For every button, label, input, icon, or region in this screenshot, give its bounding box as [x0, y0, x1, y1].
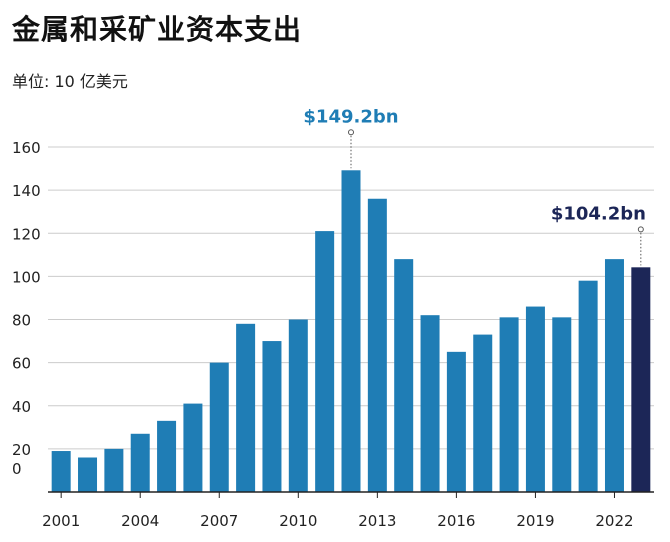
bar — [236, 323, 256, 492]
bar — [78, 457, 98, 492]
bar — [499, 317, 519, 492]
y-tick-label: 140 — [12, 182, 41, 200]
annotation-label: $149.2bn — [303, 106, 398, 127]
annotation-dot — [348, 129, 354, 136]
y-tick-label: 120 — [12, 225, 41, 243]
y-tick-label: 40 — [12, 398, 31, 416]
x-tick-label: 2016 — [437, 512, 475, 530]
x-tick-label: 2013 — [358, 512, 396, 530]
y-tick-label: 160 — [12, 139, 41, 157]
bar — [262, 341, 282, 492]
bar — [367, 198, 387, 492]
bar — [104, 448, 124, 492]
x-tick-label: 2004 — [121, 512, 159, 530]
y-tick-label: 60 — [12, 355, 31, 373]
bar — [341, 170, 361, 492]
bar — [473, 334, 493, 492]
x-tick-label: 2010 — [279, 512, 317, 530]
bar — [394, 259, 414, 492]
y-tick-label: 20 — [12, 441, 31, 459]
bar — [420, 315, 440, 492]
bar — [183, 403, 203, 492]
bar — [315, 231, 335, 492]
bar — [157, 420, 177, 492]
bar — [130, 433, 150, 492]
bar — [578, 280, 598, 492]
y-tick-label: 0 — [12, 460, 22, 478]
annotation-label: $104.2bn — [551, 203, 646, 224]
bar — [604, 259, 624, 492]
bar — [525, 306, 545, 492]
bar — [209, 362, 229, 492]
bar — [446, 351, 466, 492]
chart-subtitle: 单位: 10 亿美元 — [12, 72, 128, 91]
x-tick-label: 2022 — [595, 512, 633, 530]
x-tick-label: 2001 — [42, 512, 80, 530]
x-tick-label: 2019 — [516, 512, 554, 530]
x-tick-label: 2007 — [200, 512, 238, 530]
bar — [288, 319, 308, 492]
annotation-dot — [637, 226, 644, 233]
y-tick-label: 100 — [12, 268, 41, 286]
bar — [631, 267, 651, 492]
bar — [51, 451, 71, 492]
chart-title: 金属和采矿业资本支出 — [12, 13, 303, 46]
bar — [552, 317, 572, 492]
y-tick-label: 80 — [12, 312, 31, 330]
